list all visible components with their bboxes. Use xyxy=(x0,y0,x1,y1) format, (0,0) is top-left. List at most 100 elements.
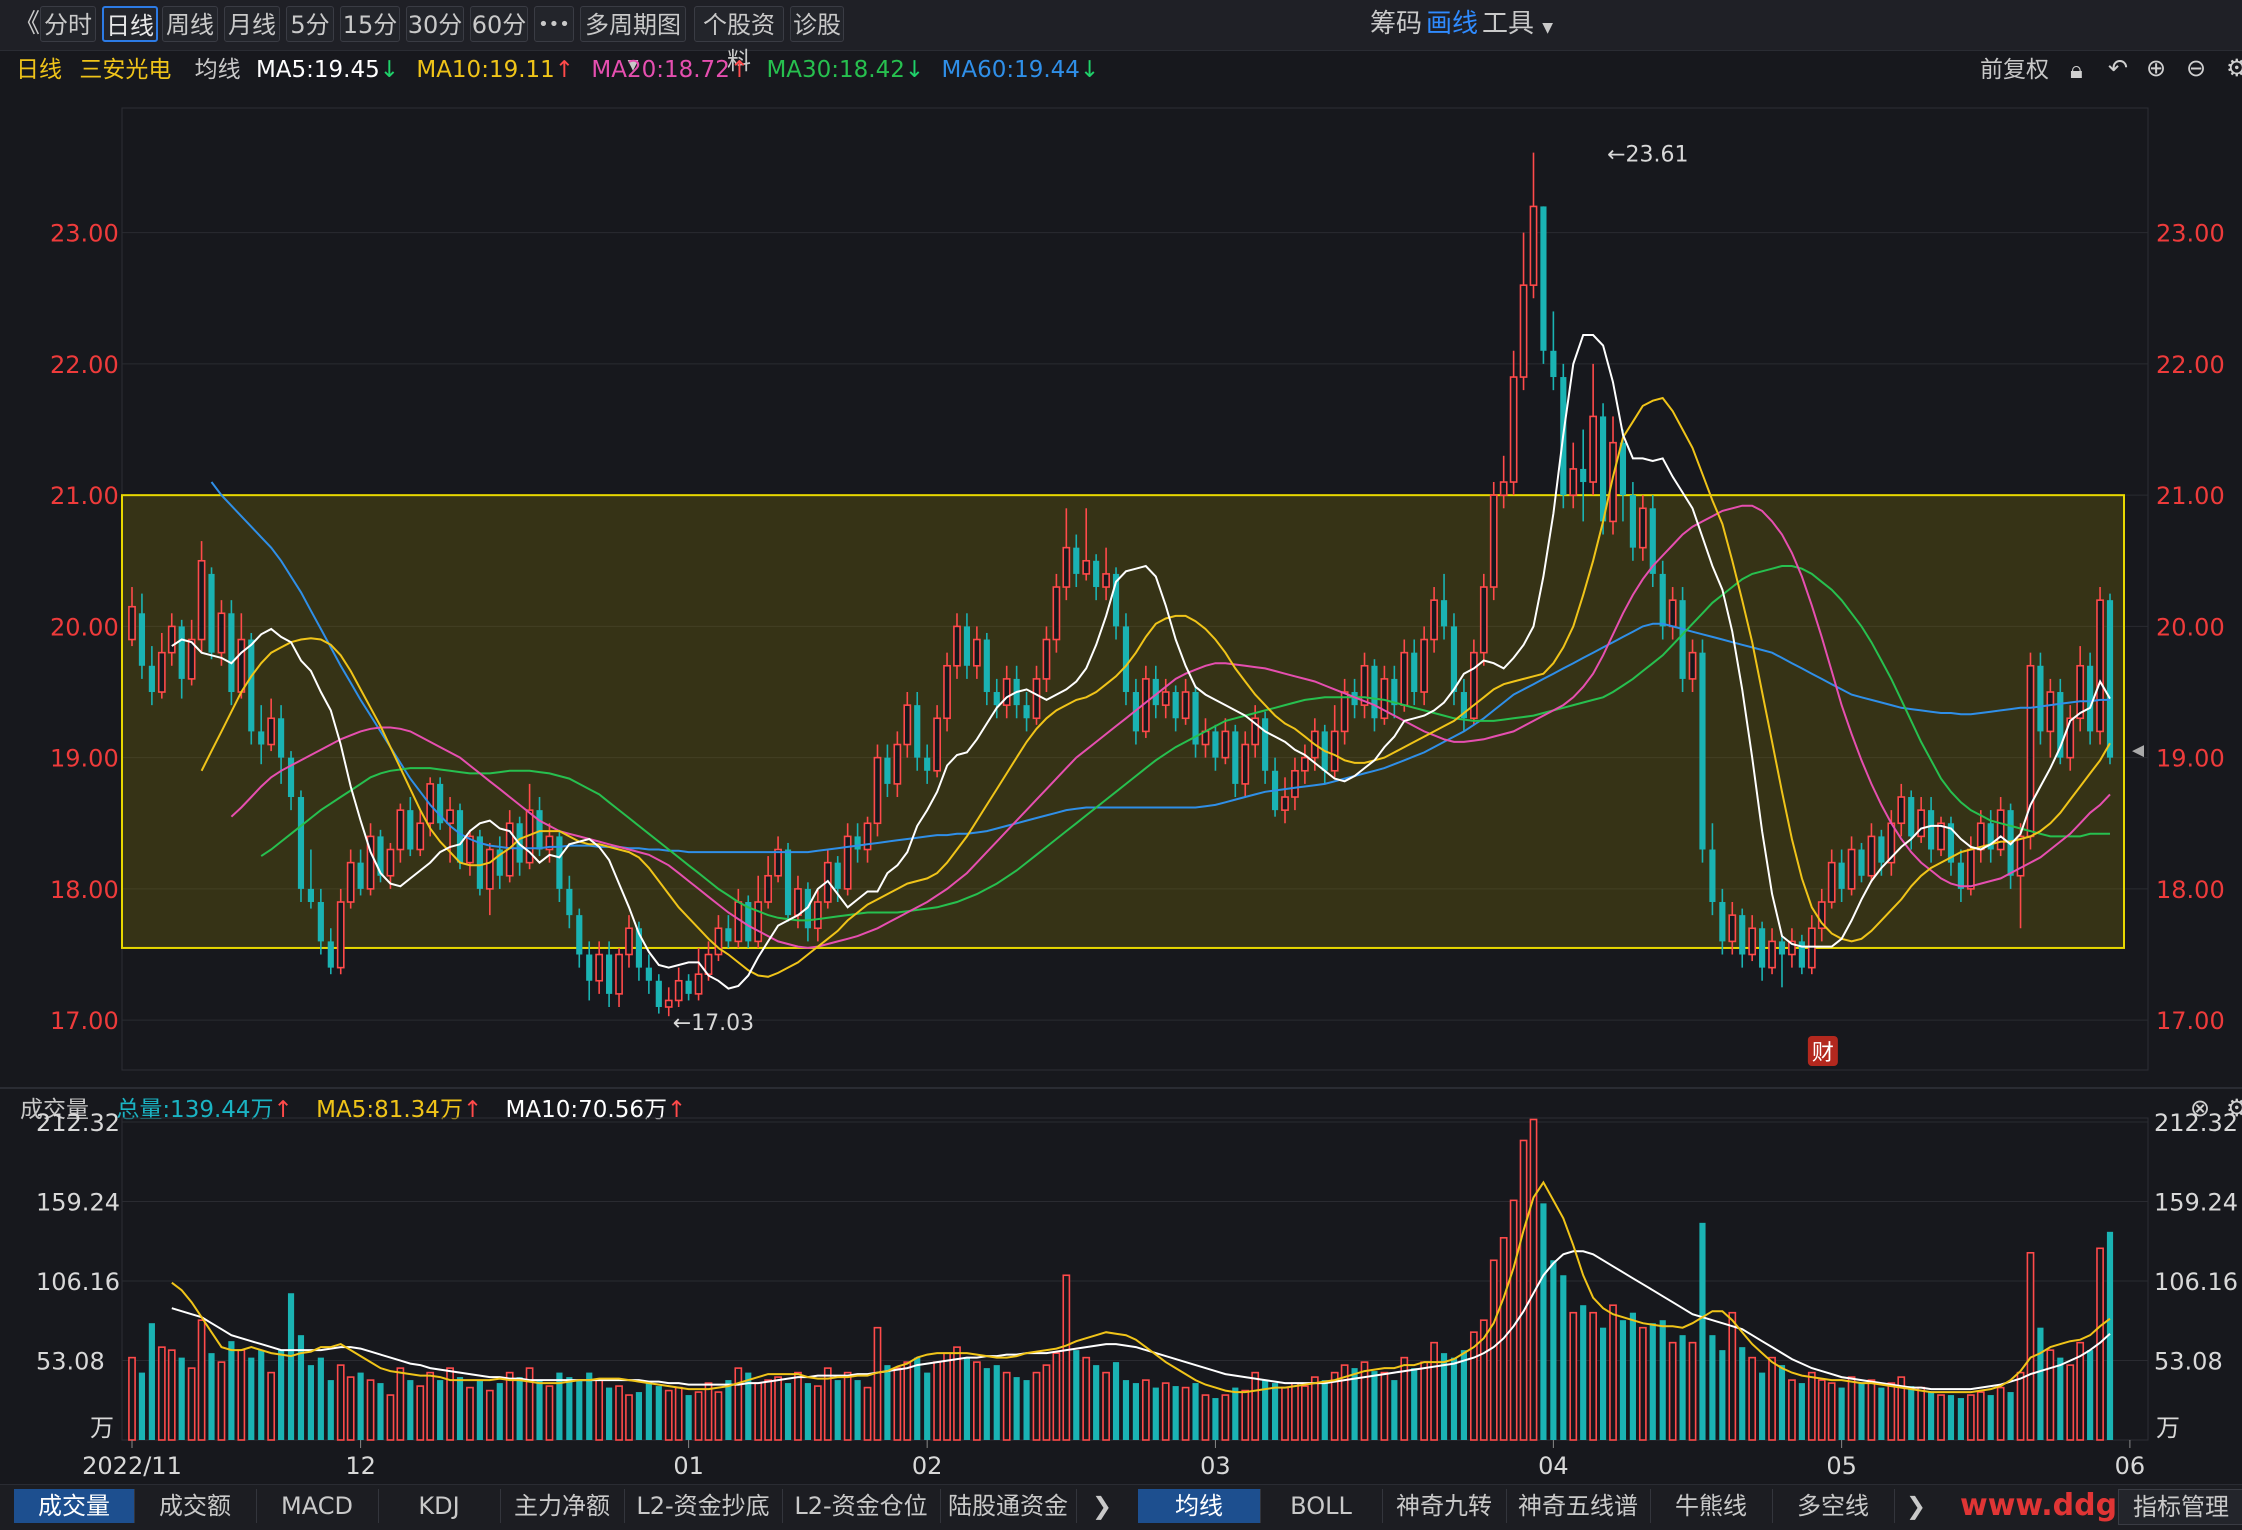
tab-15min[interactable]: 15分 xyxy=(340,6,400,42)
candle-body-up xyxy=(1966,848,1975,890)
tab-kdj[interactable]: KDJ xyxy=(378,1489,501,1523)
volume-bar-down xyxy=(1838,1387,1845,1440)
scroll-right-icon[interactable]: ❯ xyxy=(1905,1492,1927,1520)
candle-body-up xyxy=(1360,664,1369,706)
diagnose-button[interactable]: 诊股 xyxy=(790,6,844,42)
adjust-mode[interactable]: 前复权 xyxy=(1980,57,2049,83)
volume-bar-up xyxy=(1330,1371,1339,1441)
draw-line-button[interactable]: 画线 xyxy=(1426,9,1479,39)
candle-body-down xyxy=(1629,495,1636,548)
volume-bar-down xyxy=(317,1357,324,1440)
candle-body-down xyxy=(1411,652,1418,693)
multi-period-dropdown[interactable]: 多周期图 ▼ xyxy=(580,6,686,73)
tab-intraday[interactable]: 分时 xyxy=(40,6,96,42)
candle-body-down xyxy=(377,836,384,876)
volume-settings-gear-icon[interactable]: ⚙ xyxy=(2226,1094,2242,1122)
candle-body-down xyxy=(2087,665,2094,732)
tab-ma[interactable]: 均线 xyxy=(1138,1489,1261,1523)
back-button[interactable]: 《 xyxy=(14,9,41,39)
candle-body-up xyxy=(1251,717,1260,746)
tab-bull-bear-line[interactable]: 牛熊线 xyxy=(1650,1489,1773,1523)
tab-5min[interactable]: 5分 xyxy=(286,6,334,42)
volume-bar-down xyxy=(635,1392,643,1440)
tab-turnover[interactable]: 成交额 xyxy=(134,1489,257,1523)
candle-body-up xyxy=(1281,796,1289,811)
tab-macd[interactable]: MACD xyxy=(256,1489,379,1523)
tab-60min[interactable]: 60分 xyxy=(470,6,528,42)
volume-bar-down xyxy=(456,1377,464,1440)
volume-title: 成交量 xyxy=(20,1097,89,1123)
candle-body-up xyxy=(416,822,425,851)
volume-tick-label: 159.24 xyxy=(36,1189,120,1217)
stock-profile-button[interactable]: 个股资料 xyxy=(694,6,784,75)
tab-daily[interactable]: 日线 xyxy=(102,6,158,42)
volume-bar-up xyxy=(1867,1379,1876,1441)
candle-body-down xyxy=(1759,928,1766,968)
volume-bar-down xyxy=(1858,1383,1865,1440)
ma20-arrow: ↑ xyxy=(729,57,750,83)
volume-bar-up xyxy=(1847,1376,1856,1441)
tab-monthly[interactable]: 月线 xyxy=(224,6,280,42)
chips-button[interactable]: 筹码 xyxy=(1370,9,1423,39)
volume-bar-down xyxy=(606,1387,613,1440)
candle-body-down xyxy=(1073,547,1080,574)
indicator-manage-button[interactable]: 指标管理 xyxy=(2118,1489,2242,1525)
volume-bar-down xyxy=(297,1335,305,1440)
candle-body-down xyxy=(228,613,235,693)
candle-body-down xyxy=(1192,692,1199,745)
lock-icon[interactable]: 🔒︎ xyxy=(2070,56,2083,84)
candle-body-up xyxy=(1489,494,1498,588)
ma10-arrow: ↑ xyxy=(554,57,575,83)
tab-weekly[interactable]: 周线 xyxy=(162,6,218,42)
volume-bar-down xyxy=(327,1380,334,1440)
volume-bar-up xyxy=(416,1385,425,1441)
candle-body-up xyxy=(2016,835,2025,877)
volume-bar-down xyxy=(645,1383,652,1440)
close-volume-panel-icon[interactable]: ⊗ xyxy=(2190,1094,2211,1122)
tools-dropdown[interactable]: 工具 ▼ xyxy=(1482,6,1553,42)
scroll-right-icon[interactable]: ❯ xyxy=(1091,1492,1113,1520)
volume-bar-down xyxy=(924,1372,931,1440)
candle-body-down xyxy=(1262,718,1269,771)
candle-body-up xyxy=(2096,599,2104,733)
volume-bar-down xyxy=(377,1383,384,1440)
ma-indicator-name[interactable]: 均线 xyxy=(194,57,241,83)
settings-gear-icon[interactable]: ⚙ xyxy=(2226,54,2242,82)
tab-30min[interactable]: 30分 xyxy=(406,6,464,42)
top-toolbar: 《 分时 日线 周线 月线 5分 15分 30分 60分 ••• 多周期图 ▼ … xyxy=(0,0,2242,75)
tab-magic-five-lines[interactable]: 神奇五线谱 xyxy=(1506,1489,1651,1523)
x-tick-label: 06 xyxy=(2115,1452,2146,1480)
volume-bar-up xyxy=(1768,1356,1776,1441)
x-tick-label: 02 xyxy=(912,1452,943,1480)
zoom-out-icon[interactable]: ⊖ xyxy=(2186,54,2207,82)
candle-body-down xyxy=(496,849,503,876)
volume-bar-up xyxy=(1469,1331,1478,1441)
volume-bar-down xyxy=(1947,1395,1955,1440)
tab-l2-bottom-fishing[interactable]: L2-资金抄底 xyxy=(624,1489,783,1523)
tab-volume[interactable]: 成交量 xyxy=(14,1489,135,1523)
candle-body-up xyxy=(972,638,981,667)
kline-chart[interactable]: 23.00 23.00 22.00 22.00 21.00 21.00 20.00 20.00… xyxy=(0,0,2242,1484)
volume-bar-up xyxy=(1340,1364,1349,1441)
candle-body-up xyxy=(1032,678,1041,720)
tab-boll[interactable]: BOLL xyxy=(1260,1489,1383,1523)
zoom-in-icon[interactable]: ⊕ xyxy=(2146,54,2167,82)
tab-magic-nine[interactable]: 神奇九转 xyxy=(1382,1489,1507,1523)
tab-long-short-line[interactable]: 多空线 xyxy=(1772,1489,1895,1523)
tab-l2-position[interactable]: L2-资金仓位 xyxy=(782,1489,941,1523)
more-periods-button[interactable]: ••• xyxy=(534,6,574,42)
volume-bar-up xyxy=(615,1385,623,1441)
candle-body-down xyxy=(148,665,155,693)
volume-bar-down xyxy=(1659,1320,1666,1440)
volume-bar-up xyxy=(466,1386,474,1441)
volume-legend: 成交量 总量:139.44万↑ MA5:81.34万↑ MA10:70.56万↑ xyxy=(20,1092,686,1128)
candle-body-down xyxy=(1659,573,1666,627)
tab-northbound-funds[interactable]: 陆股通资金 xyxy=(940,1489,1077,1523)
volume-bar-down xyxy=(1411,1368,1418,1440)
volume-bar-up xyxy=(2026,1251,2035,1441)
tab-main-net[interactable]: 主力净额 xyxy=(500,1489,625,1523)
volume-bar-down xyxy=(1619,1320,1627,1440)
candle-body-down xyxy=(476,836,483,889)
volume-bar-up xyxy=(1221,1394,1230,1441)
undo-icon[interactable]: ↶ xyxy=(2108,54,2129,82)
